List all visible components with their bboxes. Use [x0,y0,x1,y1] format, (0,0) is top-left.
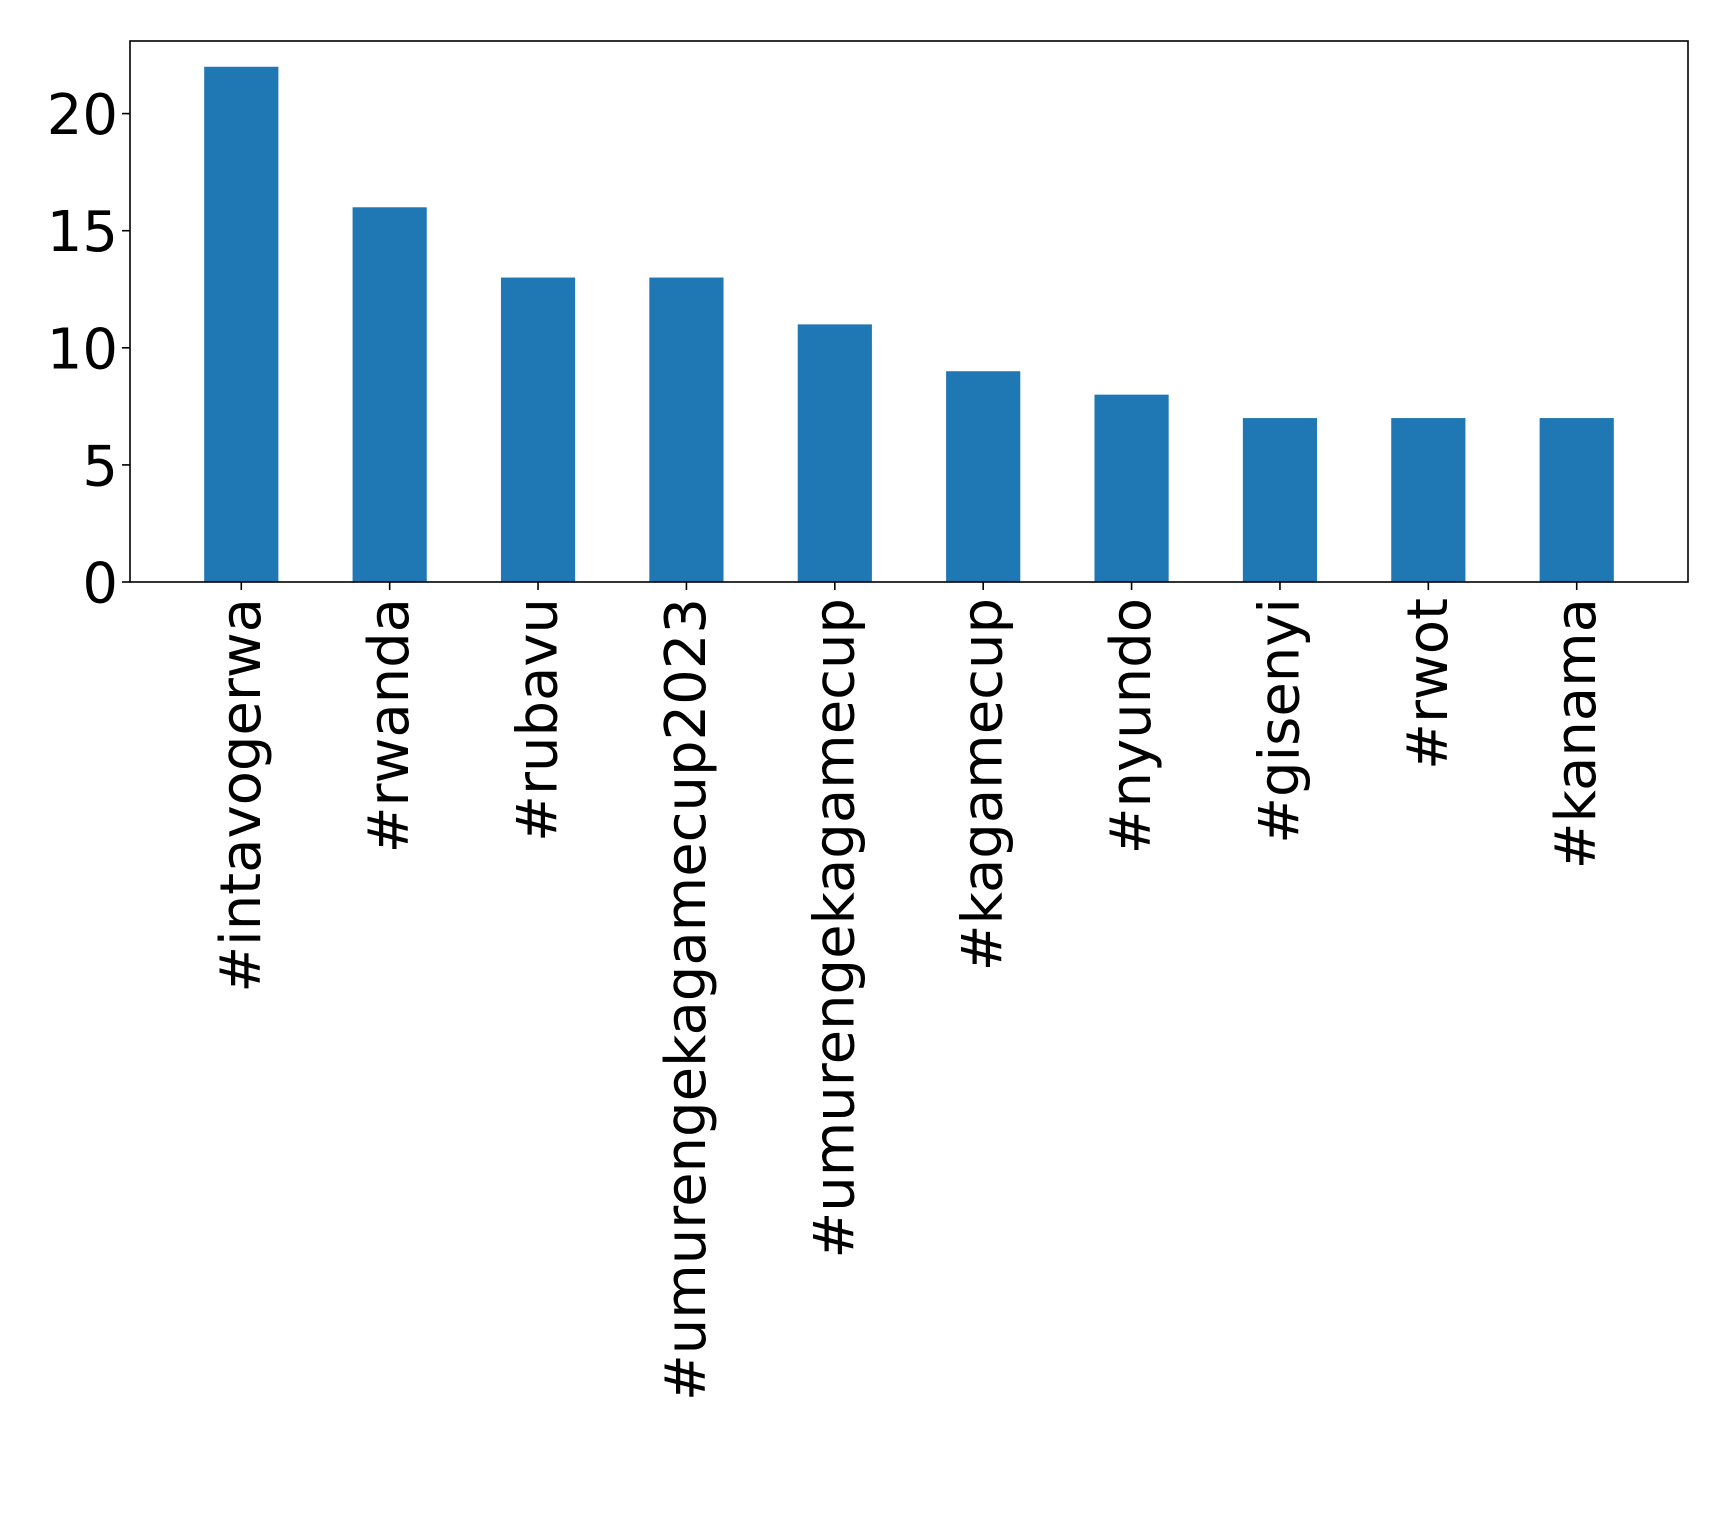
x-tick-label: #rwanda [357,598,422,853]
bar-rwot [1391,418,1466,582]
bar-kanama [1539,418,1614,582]
y-tick-label: 0 [82,552,118,617]
x-tick-label: #umurengekagamecup2023 [654,598,719,1401]
x-tick-label: #gisenyi [1247,598,1312,844]
x-tick-label: #rwot [1396,598,1461,770]
x-tick-label: #intavogerwa [209,598,274,993]
bar-umurengekagamecup2023 [649,277,724,582]
bar-umurengekagamecup [797,324,872,582]
x-tick-label: #rubavu [506,598,571,842]
y-axis: 0 5 10 15 20 [47,83,130,617]
plot-frame [129,40,1689,583]
bar-intavogerwa [204,66,279,582]
bar-gisenyi [1242,418,1318,582]
y-tick-label: 20 [47,83,118,148]
y-tick-label: 5 [82,434,118,499]
x-tick-label: #kagamecup [951,598,1016,971]
bar-nyundo [1094,394,1169,582]
bars-group [204,66,1614,583]
x-axis: #intavogerwa #rwanda #rubavu #umurengekagam… [209,582,1609,1401]
x-tick-label: #kanama [1544,598,1609,869]
y-tick-label: 15 [47,200,118,265]
bar-rubavu [500,277,576,582]
y-tick-label: 10 [47,317,118,382]
bar-rwanda [352,207,427,583]
x-tick-label: #nyundo [1099,598,1164,854]
bar-kagamecup [946,371,1021,582]
x-tick-label: #umurengekagamecup [802,598,867,1259]
